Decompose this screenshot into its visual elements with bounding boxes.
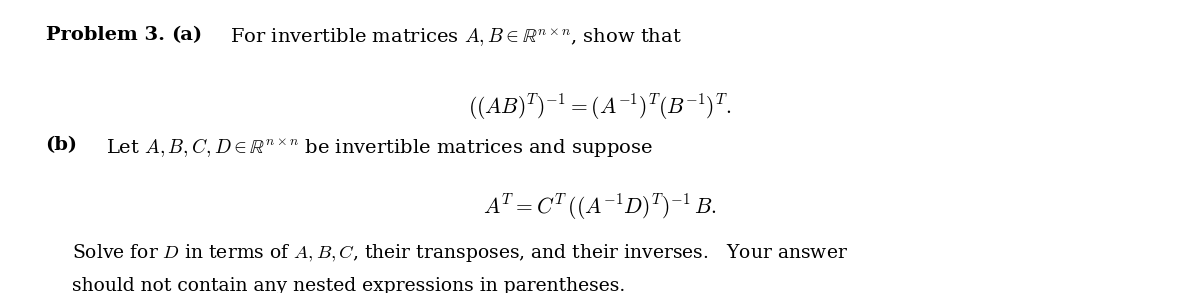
Text: $((AB)^T)^{-1} = (A^{-1})^T(B^{-1})^T.$: $((AB)^T)^{-1} = (A^{-1})^T(B^{-1})^T.$ — [468, 92, 732, 122]
Text: $A^T = C^T\,((A^{-1}D)^T)^{-1}\,B.$: $A^T = C^T\,((A^{-1}D)^T)^{-1}\,B.$ — [484, 192, 716, 222]
Text: Let $A, B, C, D \in \mathbb{R}^{n\times n}$ be invertible matrices and suppose: Let $A, B, C, D \in \mathbb{R}^{n\times … — [106, 136, 653, 159]
Text: Solve for $D$ in terms of $A, B, C$, their transposes, and their inverses.   You: Solve for $D$ in terms of $A, B, C$, the… — [72, 242, 848, 264]
Text: should not contain any nested expressions in parentheses.: should not contain any nested expression… — [72, 277, 625, 293]
Text: (b): (b) — [46, 136, 78, 154]
Text: (a): (a) — [172, 26, 203, 44]
Text: For invertible matrices $A, B \in \mathbb{R}^{n\times n}$, show that: For invertible matrices $A, B \in \mathb… — [230, 26, 682, 49]
Text: Problem 3.: Problem 3. — [46, 26, 164, 44]
